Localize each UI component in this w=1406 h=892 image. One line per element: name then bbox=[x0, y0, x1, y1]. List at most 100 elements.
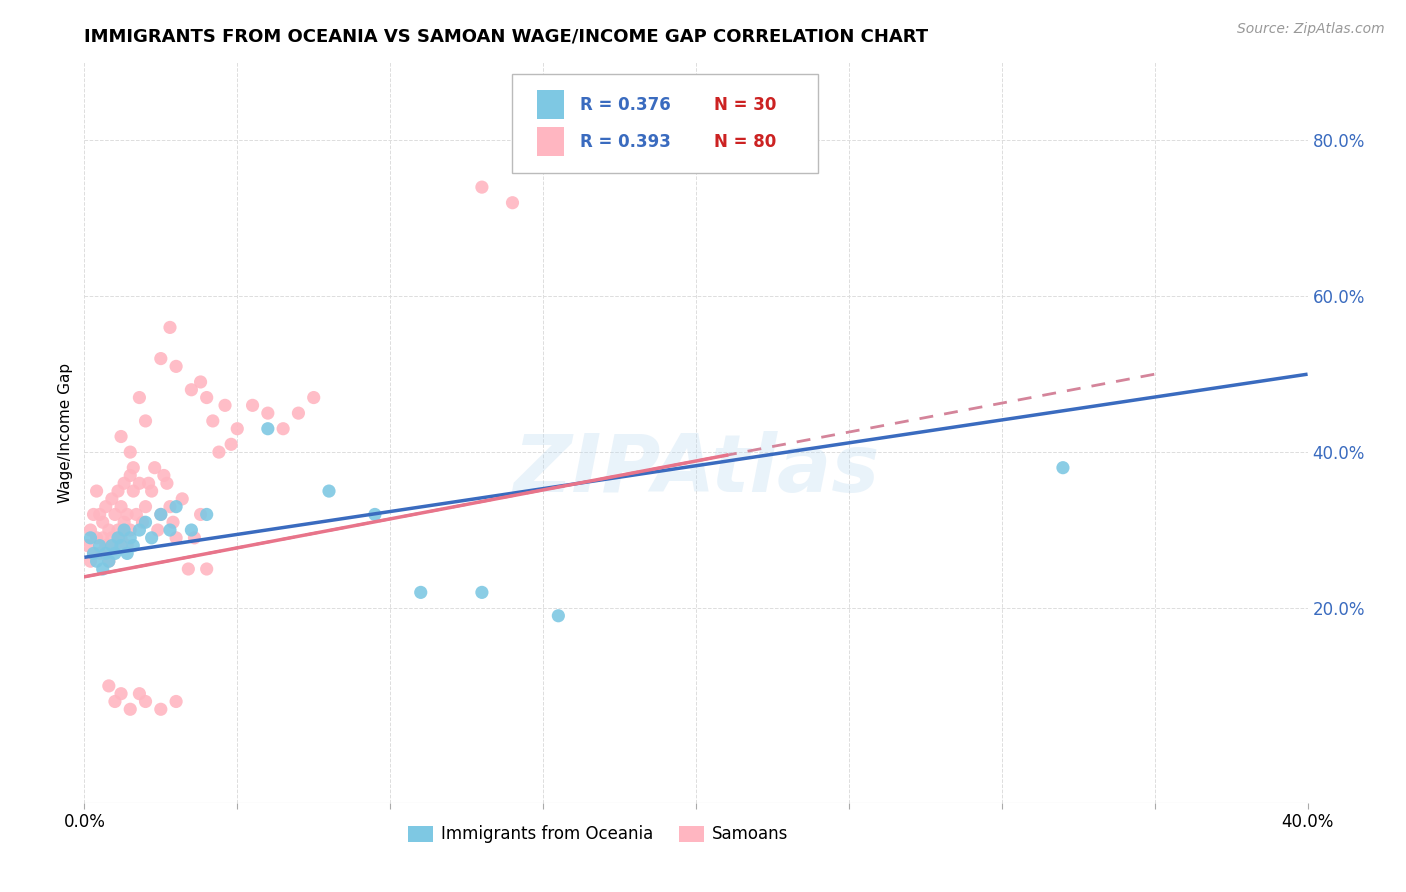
Point bbox=[101, 539, 124, 553]
Point bbox=[547, 608, 569, 623]
Point bbox=[112, 476, 135, 491]
Point bbox=[180, 383, 202, 397]
Point bbox=[83, 508, 105, 522]
Point bbox=[318, 484, 340, 499]
Point bbox=[159, 523, 181, 537]
Point bbox=[287, 406, 309, 420]
Point bbox=[135, 500, 157, 514]
Point bbox=[165, 531, 187, 545]
Point bbox=[409, 585, 432, 599]
Point bbox=[257, 406, 280, 420]
Point bbox=[104, 546, 127, 560]
Point bbox=[1052, 460, 1074, 475]
Point bbox=[149, 702, 172, 716]
Point bbox=[94, 539, 117, 553]
Point bbox=[135, 515, 157, 529]
Point bbox=[97, 554, 120, 568]
Point bbox=[143, 460, 166, 475]
Point bbox=[138, 476, 160, 491]
Point bbox=[135, 694, 157, 708]
Point bbox=[120, 468, 142, 483]
Point bbox=[97, 679, 120, 693]
Point bbox=[89, 539, 111, 553]
FancyBboxPatch shape bbox=[513, 73, 818, 173]
Point bbox=[112, 523, 135, 537]
Point bbox=[107, 523, 129, 537]
Point bbox=[195, 508, 218, 522]
Point bbox=[153, 468, 176, 483]
Y-axis label: Wage/Income Gap: Wage/Income Gap bbox=[58, 362, 73, 503]
Point bbox=[214, 398, 236, 412]
Point bbox=[195, 391, 218, 405]
Text: R = 0.393: R = 0.393 bbox=[579, 133, 671, 151]
Point bbox=[128, 687, 150, 701]
Point bbox=[177, 562, 200, 576]
Point bbox=[141, 484, 163, 499]
Point bbox=[159, 320, 181, 334]
Point bbox=[149, 508, 172, 522]
Point bbox=[86, 484, 108, 499]
Point bbox=[110, 429, 132, 443]
Point bbox=[165, 359, 187, 374]
Point bbox=[91, 562, 114, 576]
Point bbox=[128, 391, 150, 405]
Point bbox=[128, 476, 150, 491]
Point bbox=[110, 539, 132, 553]
Point bbox=[242, 398, 264, 412]
Point bbox=[122, 460, 145, 475]
Point bbox=[122, 539, 145, 553]
Text: N = 30: N = 30 bbox=[714, 95, 776, 113]
Point bbox=[271, 422, 294, 436]
Point bbox=[110, 531, 132, 545]
Point bbox=[190, 375, 212, 389]
Point bbox=[76, 539, 98, 553]
Point bbox=[107, 484, 129, 499]
Point bbox=[146, 523, 169, 537]
Point bbox=[172, 491, 194, 506]
Point bbox=[104, 508, 127, 522]
Point bbox=[190, 508, 212, 522]
Point bbox=[97, 523, 120, 537]
Point bbox=[89, 546, 111, 560]
Point bbox=[471, 585, 494, 599]
Point bbox=[101, 491, 124, 506]
Point bbox=[364, 508, 387, 522]
Point bbox=[120, 445, 142, 459]
Point bbox=[110, 500, 132, 514]
Point bbox=[302, 391, 325, 405]
Point bbox=[128, 523, 150, 537]
Point bbox=[162, 515, 184, 529]
Text: Source: ZipAtlas.com: Source: ZipAtlas.com bbox=[1237, 22, 1385, 37]
Point bbox=[502, 195, 524, 210]
Point bbox=[131, 515, 153, 529]
Point bbox=[156, 476, 179, 491]
Point bbox=[471, 180, 494, 194]
Point bbox=[86, 531, 108, 545]
Point bbox=[97, 554, 120, 568]
Point bbox=[83, 546, 105, 560]
Point bbox=[125, 508, 148, 522]
Point bbox=[115, 539, 138, 553]
Point bbox=[104, 539, 127, 553]
Point bbox=[122, 484, 145, 499]
Point bbox=[195, 562, 218, 576]
Point bbox=[107, 531, 129, 545]
Point bbox=[165, 694, 187, 708]
Point bbox=[91, 515, 114, 529]
Point bbox=[120, 523, 142, 537]
Point bbox=[86, 554, 108, 568]
Point bbox=[149, 351, 172, 366]
Legend: Immigrants from Oceania, Samoans: Immigrants from Oceania, Samoans bbox=[401, 819, 794, 850]
Point bbox=[104, 694, 127, 708]
Text: R = 0.376: R = 0.376 bbox=[579, 95, 671, 113]
Point bbox=[101, 531, 124, 545]
Point bbox=[120, 702, 142, 716]
Point bbox=[180, 523, 202, 537]
Point bbox=[115, 546, 138, 560]
Point bbox=[110, 687, 132, 701]
FancyBboxPatch shape bbox=[537, 127, 564, 156]
Point bbox=[83, 546, 105, 560]
Text: ZIPAtlas: ZIPAtlas bbox=[513, 431, 879, 508]
Point bbox=[94, 546, 117, 560]
Text: IMMIGRANTS FROM OCEANIA VS SAMOAN WAGE/INCOME GAP CORRELATION CHART: IMMIGRANTS FROM OCEANIA VS SAMOAN WAGE/I… bbox=[84, 28, 928, 45]
